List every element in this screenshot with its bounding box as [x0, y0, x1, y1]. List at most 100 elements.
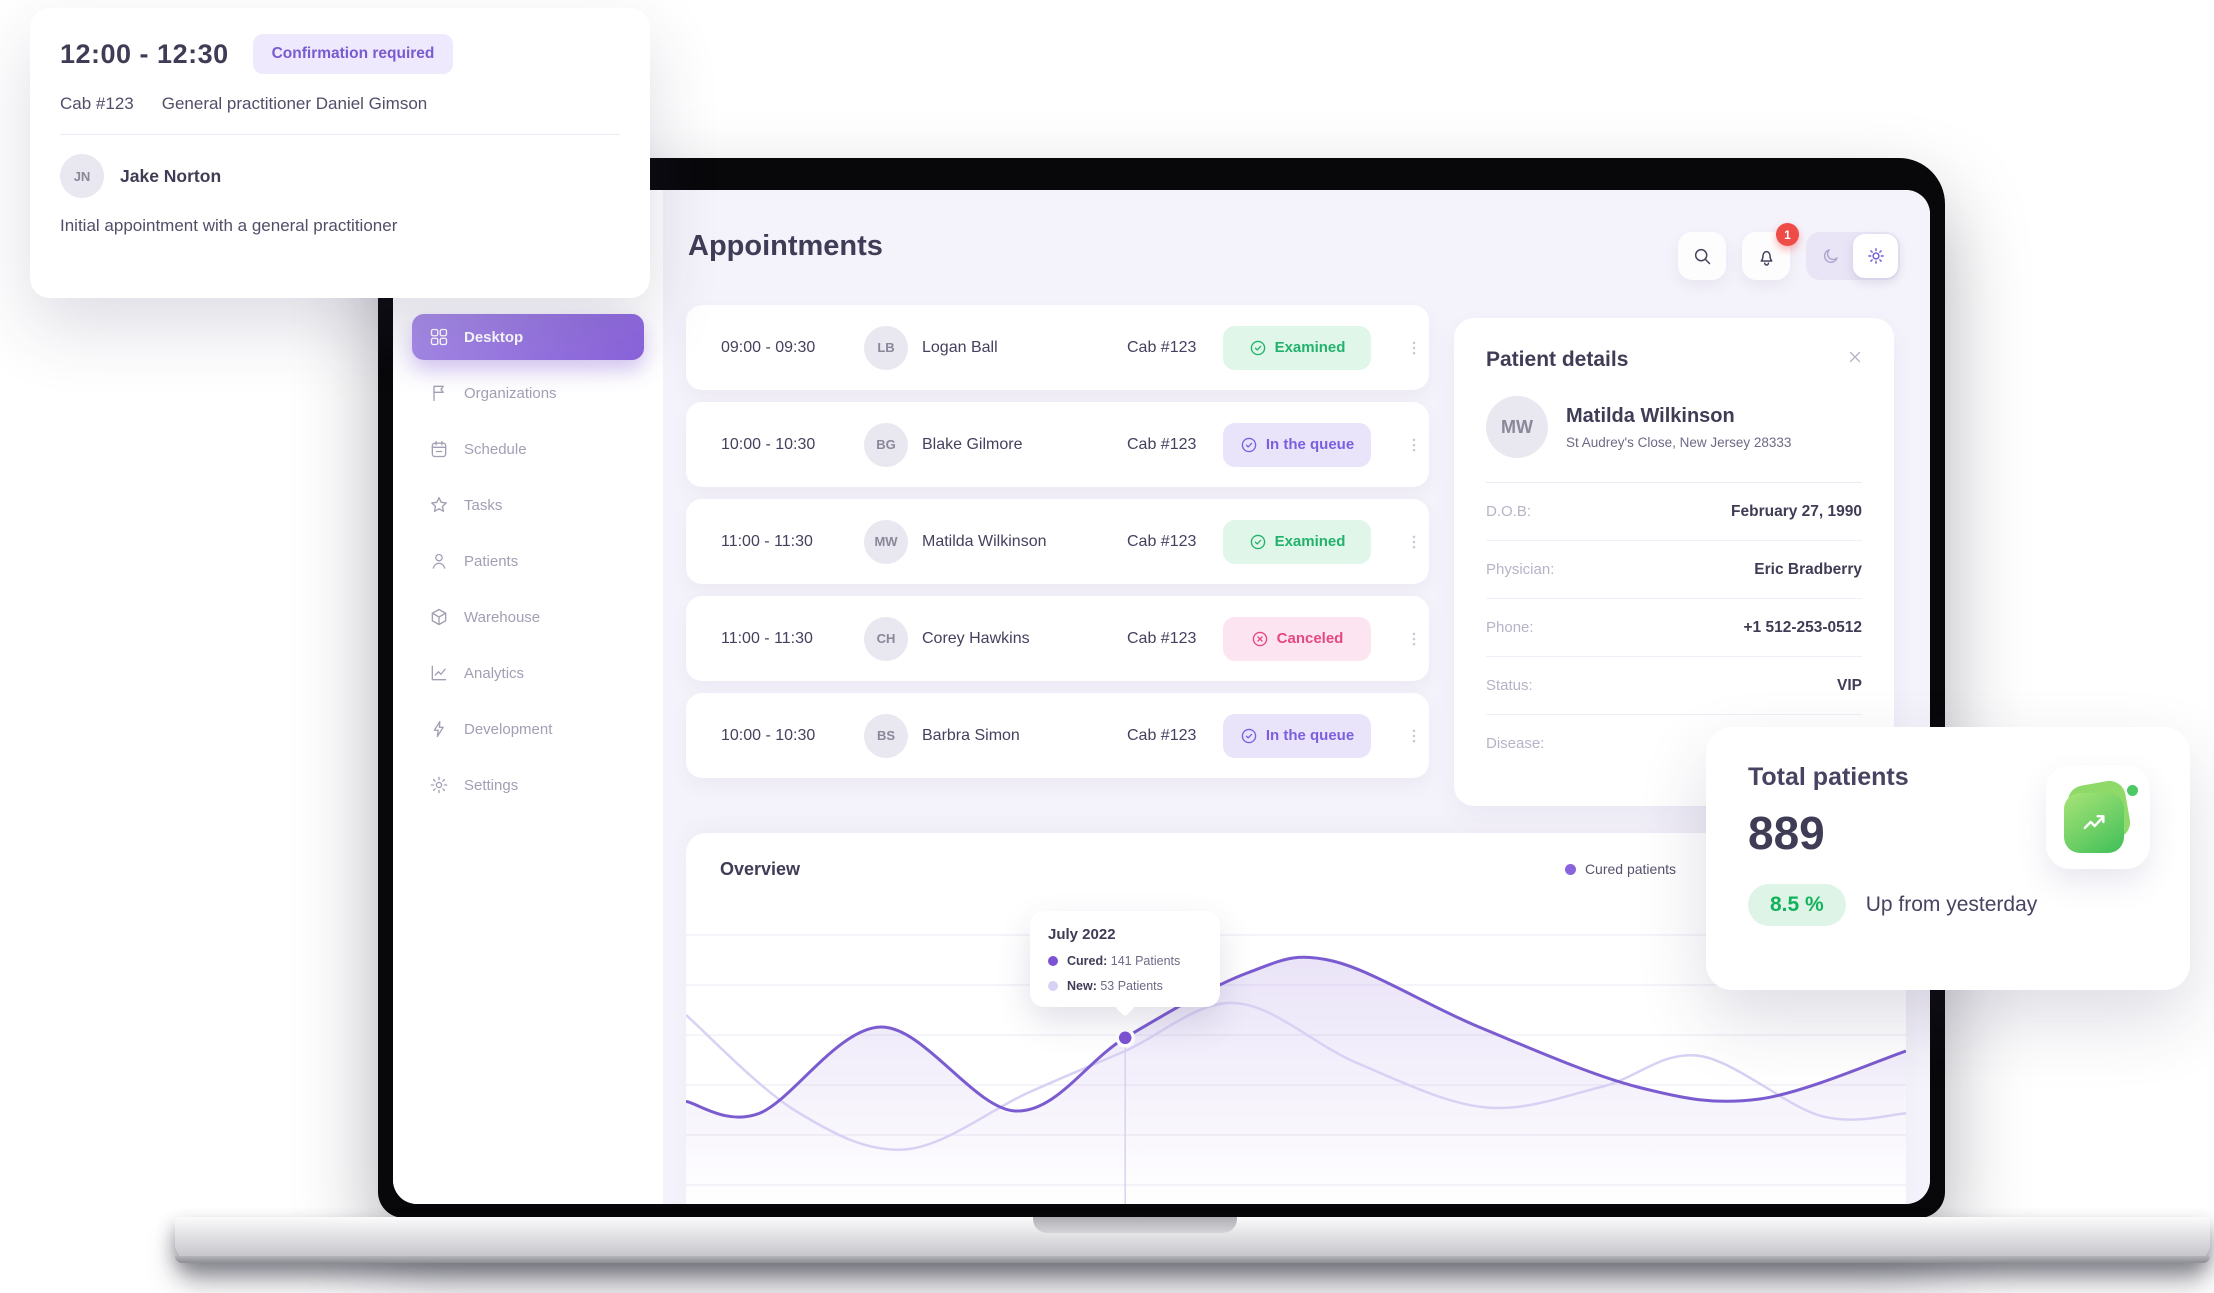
field-label: Phone:	[1486, 619, 1534, 636]
appointment-time: 11:00 - 11:30	[721, 629, 813, 647]
sidebar-item-desktop[interactable]: Desktop	[412, 314, 644, 360]
appointment-cab: Cab #123	[60, 94, 134, 113]
kebab-icon	[1405, 436, 1423, 454]
patient-name: Corey Hawkins	[922, 629, 1030, 647]
tooltip-row: New: 53 Patients	[1048, 979, 1202, 993]
avatar: MW	[864, 519, 908, 564]
analytics-icon	[429, 663, 449, 683]
appointment-time: 10:00 - 10:30	[721, 726, 816, 744]
page-title: Appointments	[688, 230, 883, 262]
overview-card: Overview Cured patients July 2022 Cured:…	[686, 833, 1906, 1204]
field-label: D.O.B:	[1486, 503, 1532, 520]
legend-item: Cured patients	[1564, 861, 1676, 877]
patient-field-physician-: Physician: Eric Bradberry	[1486, 541, 1862, 599]
tooltip-rows: Cured: 141 Patients New: 53 Patients	[1048, 954, 1202, 993]
overview-title: Overview	[720, 859, 801, 879]
patient-field-phone-: Phone: +1 512-253-0512	[1486, 599, 1862, 657]
patient-address: St Audrey's Close, New Jersey 28333	[1566, 434, 1792, 450]
field-value: VIP	[1837, 676, 1862, 694]
flag-icon	[429, 383, 449, 403]
status-badge: In the queue	[1223, 422, 1371, 467]
appointment-row[interactable]: 11:00 - 11:30 MW Matilda Wilkinson Cab #123…	[686, 499, 1429, 584]
patient-name: Barbra Simon	[922, 726, 1020, 744]
delta-caption: Up from yesterday	[1865, 893, 2038, 916]
avatar: CH	[864, 616, 908, 661]
trend-arrow-icon	[2077, 806, 2111, 840]
check-circle-icon	[1240, 727, 1258, 745]
sidebar-item-settings[interactable]: Settings	[412, 762, 644, 808]
patient-fields: D.O.B: February 27, 1990 Physician: Eric Br…	[1486, 483, 1862, 772]
bolt-icon	[429, 719, 449, 739]
sidebar-item-development[interactable]: Development	[412, 706, 644, 752]
grid-icon	[429, 327, 449, 347]
sidebar-item-warehouse[interactable]: Warehouse	[412, 594, 644, 640]
avatar: BG	[864, 422, 908, 467]
check-circle-icon	[1249, 339, 1267, 357]
trend-up-icon	[2046, 765, 2150, 869]
sidebar-item-label: Organizations	[464, 384, 557, 402]
check-circle-icon	[1249, 533, 1267, 551]
check-circle-icon	[1240, 436, 1258, 454]
row-menu-button[interactable]	[1399, 619, 1429, 659]
panel-title: Patient details	[1486, 348, 1629, 371]
appointment-row[interactable]: 10:00 - 10:30 BS Barbra Simon Cab #123 In th…	[686, 693, 1429, 778]
overview-header: Overview	[686, 833, 1906, 880]
total-patients-title: Total patients	[1748, 763, 1909, 791]
delta-badge: 8.5 %	[1748, 884, 1846, 926]
field-label: Physician:	[1486, 561, 1555, 578]
appointment-row[interactable]: 10:00 - 10:30 BG Blake Gilmore Cab #123 In t…	[686, 402, 1429, 487]
cab-number: Cab #123	[1127, 726, 1197, 744]
field-value: February 27, 1990	[1731, 502, 1862, 520]
sidebar-item-organizations[interactable]: Organizations	[412, 370, 644, 416]
patient-field-d-o-b-: D.O.B: February 27, 1990	[1486, 483, 1862, 541]
row-menu-button[interactable]	[1399, 716, 1429, 756]
kebab-icon	[1405, 727, 1423, 745]
calendar-icon	[429, 439, 449, 459]
sidebar-item-analytics[interactable]: Analytics	[412, 650, 644, 696]
avatar: JN	[60, 154, 104, 198]
total-patients-value: 889	[1748, 807, 1825, 859]
cab-number: Cab #123	[1127, 338, 1197, 356]
close-button[interactable]	[1842, 344, 1868, 370]
chart-tooltip: July 2022 Cured: 141 Patients New: 53 Pat…	[1030, 911, 1220, 1007]
sidebar-item-patients[interactable]: Patients	[412, 538, 644, 584]
sidebar-item-label: Settings	[464, 776, 519, 794]
tooltip-title: July 2022	[1048, 926, 1116, 943]
sun-icon	[1866, 246, 1886, 266]
laptop-bezel: Desktop Organizations Schedule Tasks Patient…	[378, 158, 1945, 1218]
header-actions: 1	[1678, 223, 1900, 280]
dark-mode-button[interactable]	[1808, 234, 1853, 278]
user-icon	[429, 551, 449, 571]
notifications-button[interactable]: 1	[1742, 223, 1799, 280]
field-label: Disease:	[1486, 735, 1545, 752]
notification-badge: 1	[1776, 223, 1799, 246]
moon-icon	[1821, 246, 1841, 266]
appointment-time: 11:00 - 11:30	[721, 532, 813, 550]
light-mode-button[interactable]	[1853, 234, 1898, 278]
divider	[60, 134, 620, 135]
sidebar-item-schedule[interactable]: Schedule	[412, 426, 644, 472]
cab-number: Cab #123	[1127, 532, 1197, 550]
row-menu-button[interactable]	[1399, 425, 1429, 465]
bell-icon	[1756, 246, 1777, 267]
status-badge: In the queue	[1223, 713, 1371, 758]
appointment-row[interactable]: 11:00 - 11:30 CH Corey Hawkins Cab #123 Canc…	[686, 596, 1429, 681]
appointment-row[interactable]: 09:00 - 09:30 LB Logan Ball Cab #123 Examine…	[686, 305, 1429, 390]
kebab-icon	[1405, 533, 1423, 551]
sidebar-item-label: Development	[464, 720, 553, 738]
sidebar-item-label: Warehouse	[464, 608, 541, 626]
row-menu-button[interactable]	[1399, 522, 1429, 562]
appointment-time: 10:00 - 10:30	[721, 435, 816, 453]
sidebar-item-label: Tasks	[464, 496, 503, 514]
avatar: LB	[864, 325, 908, 370]
search-button[interactable]	[1678, 232, 1726, 280]
field-value: +1 512-253-0512	[1743, 618, 1862, 636]
patients-chart[interactable]	[686, 895, 1906, 1204]
sidebar-item-label: Desktop	[464, 328, 524, 346]
field-value: Eric Bradberry	[1754, 560, 1862, 578]
row-menu-button[interactable]	[1399, 328, 1429, 368]
sidebar-item-tasks[interactable]: Tasks	[412, 482, 644, 528]
laptop-screen: Desktop Organizations Schedule Tasks Patient…	[393, 190, 1930, 1204]
appointment-description: Initial appointment with a general pract…	[60, 216, 398, 235]
